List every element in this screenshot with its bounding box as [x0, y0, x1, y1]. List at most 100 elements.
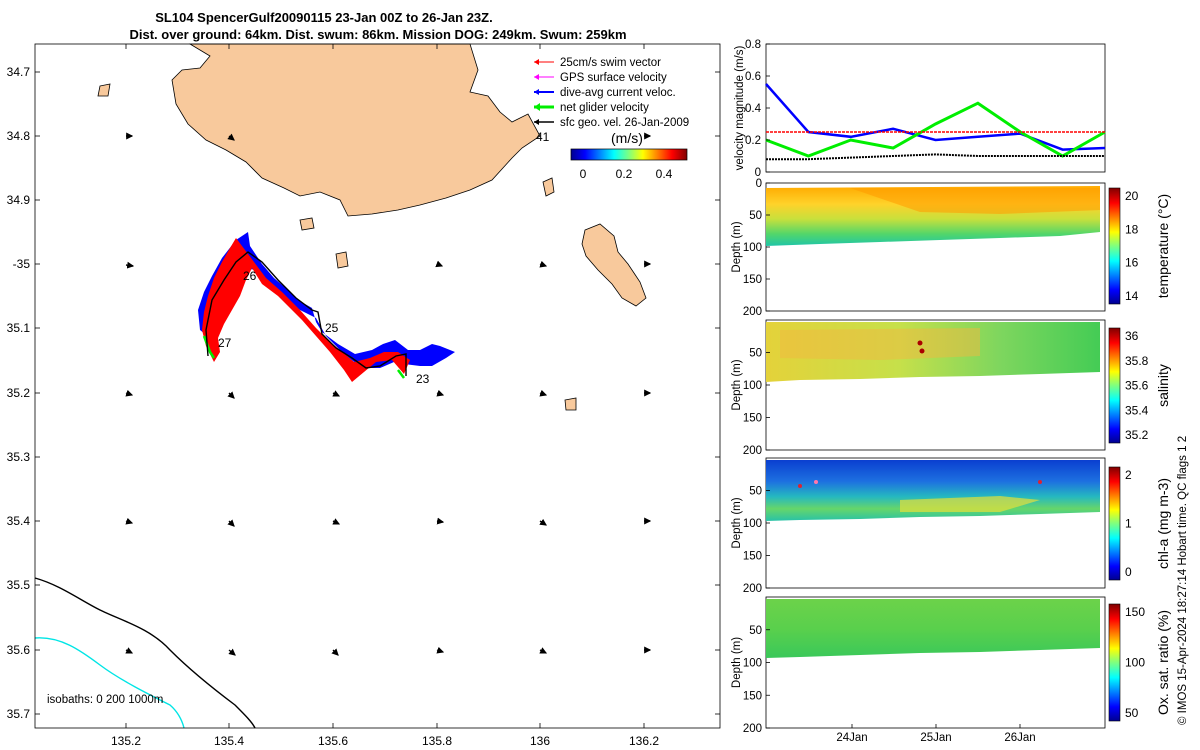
section-cbar-tick: 35.8	[1125, 354, 1149, 368]
section-cbar-tick: 1	[1125, 517, 1132, 531]
velocity-ytick: 0.6	[745, 71, 761, 83]
section-cbar-tick: 100	[1125, 656, 1145, 670]
velocity-ytick: 0.8	[745, 39, 761, 51]
credit-line: © IMOS 15-Apr-2024 18:27:14 Hobart time.…	[1177, 436, 1189, 725]
map-legend: 25cm/s swim vector GPS surface velocity …	[534, 57, 689, 129]
velocity-ylabel: velocity magnitude (m/s)	[734, 46, 746, 171]
section-ylabel: Depth (m)	[731, 221, 743, 272]
section-depth-tick: 100	[743, 658, 762, 670]
velocity-series-line	[766, 153, 1105, 161]
title-line-1: SL104 SpencerGulf20090115 23-Jan 00Z to …	[155, 10, 492, 25]
velocity-series-line	[765, 101, 1106, 158]
section-depth-tick: 100	[743, 380, 762, 392]
map-lat-tick: 35.5	[7, 578, 31, 592]
section-cbar-tick: 16	[1125, 256, 1139, 270]
map-lon-tick: 135.4	[214, 734, 244, 748]
legend-net-glider: net glider velocity	[560, 102, 649, 114]
track-day-25: 25	[325, 321, 339, 335]
section-cbar-label: chl-a (mg m-3)	[1155, 478, 1171, 569]
map-lon-tick: 136.2	[629, 734, 659, 748]
oxygen-colorbar	[1108, 603, 1121, 722]
section-depth-tick: 50	[749, 486, 762, 498]
map-lat-tick: 34.9	[7, 193, 31, 207]
salinity-colorbar	[1108, 327, 1121, 444]
section-cbar-tick: 14	[1125, 289, 1139, 303]
velocity-series	[765, 83, 1106, 161]
map-cbar-tick-1: 0.2	[616, 167, 633, 181]
section-cbar-tick: 150	[1125, 605, 1145, 619]
stray-label: 41	[536, 130, 550, 144]
map-lat-tick: 34.8	[7, 129, 31, 143]
velocity-ytick: 0	[755, 167, 761, 179]
dive-avg-current-swath	[198, 232, 455, 368]
section-cbar-tick: 0	[1125, 565, 1132, 579]
map-lat-tick: 35.4	[7, 514, 31, 528]
track-day-23: 23	[416, 372, 430, 386]
map-colorbar-unit: (m/s)	[611, 130, 643, 146]
legend-swim-vector: 25cm/s swim vector	[560, 57, 661, 69]
section-depth-tick: 100	[743, 518, 762, 530]
section-depth-tick: 50	[749, 625, 762, 637]
section-ylabel: Depth (m)	[731, 497, 743, 548]
track-day-27: 27	[218, 336, 232, 350]
map-cbar-tick-2: 0.4	[656, 167, 673, 181]
section-depth-tick: 0	[756, 178, 762, 190]
net-glider-velocity	[202, 335, 405, 379]
section-depth-tick: 200	[743, 306, 762, 318]
map-lon-tick: 135.6	[318, 734, 348, 748]
section-cbar-tick: 2	[1125, 468, 1132, 482]
section-depth-tick: 50	[749, 210, 762, 222]
map-lat-tick: 35.3	[7, 450, 31, 464]
landmass	[97, 43, 647, 411]
section-cbar-tick: 20	[1125, 189, 1139, 203]
section-ylabel: Depth (m)	[731, 359, 743, 410]
velocity-ytick: 0.4	[745, 103, 762, 115]
sfc-geo-vectors	[125, 132, 652, 656]
map-cbar-tick-0: 0	[580, 167, 587, 181]
legend-sfc-geo: sfc geo. vel. 26-Jan-2009	[560, 117, 689, 129]
time-tick: 24Jan	[836, 732, 867, 744]
section-cbar-tick: 18	[1125, 222, 1139, 236]
velocity-axes: 0 0.2 0.4 0.6 0.8	[745, 39, 770, 179]
map-lat-tick: 34.7	[7, 65, 31, 79]
time-tick: 25Jan	[920, 732, 951, 744]
map-lon-tick: 135.2	[111, 734, 141, 748]
temperature-colorbar	[1108, 187, 1121, 305]
map-colorbar: (m/s) 0 0.2 0.4	[570, 130, 688, 181]
section-cbar-label: temperature (°C)	[1155, 194, 1171, 298]
map-axes: 34.7 34.8 34.9 -35 35.1 35.2 35.3 35.4 35.5 35.6 3…	[7, 44, 720, 748]
section-cbar-tick: 36	[1125, 329, 1139, 343]
section-depth-tick: 200	[743, 445, 762, 457]
velocity-panel: 0 0.2 0.4 0.6 0.8 velocity magnitude (m/s)	[734, 39, 1106, 179]
oxygen-data	[766, 599, 1100, 658]
map-lat-tick: 35.6	[7, 643, 31, 657]
section-cbar-tick: 50	[1125, 706, 1139, 720]
map-lon-tick: 136	[530, 734, 550, 748]
legend-dive-avg: dive-avg current veloc.	[560, 87, 676, 99]
legend-gps-surface: GPS surface velocity	[560, 72, 667, 84]
section-ylabel: Depth (m)	[731, 637, 743, 688]
isobath-200m	[34, 637, 185, 729]
time-tick: 26Jan	[1004, 732, 1035, 744]
section-depth-tick: 150	[743, 413, 762, 425]
section-depth-tick: 150	[743, 274, 762, 286]
oxygen-section	[765, 596, 1121, 729]
temperature-section	[765, 182, 1121, 312]
map-lat-tick: 35.2	[7, 386, 31, 400]
section-depth-tick: 150	[743, 690, 762, 702]
chla-colorbar	[1108, 466, 1121, 581]
map-frame	[34, 43, 721, 729]
section-cbar-label: salinity	[1155, 364, 1171, 407]
section-depth-tick: 200	[743, 723, 762, 735]
map-lat-tick: 35.1	[7, 321, 31, 335]
track-day-26: 26	[243, 269, 257, 283]
map-lat-tick: 35.7	[7, 707, 31, 721]
section-cbar-tick: 35.6	[1125, 379, 1149, 393]
section-depth-tick: 150	[743, 551, 762, 563]
section-depth-tick: 50	[749, 348, 762, 360]
section-cbar-tick: 35.2	[1125, 428, 1149, 442]
title-line-2: Dist. over ground: 64km. Dist. swum: 86k…	[129, 27, 626, 42]
section-depth-tick: 200	[743, 583, 762, 595]
